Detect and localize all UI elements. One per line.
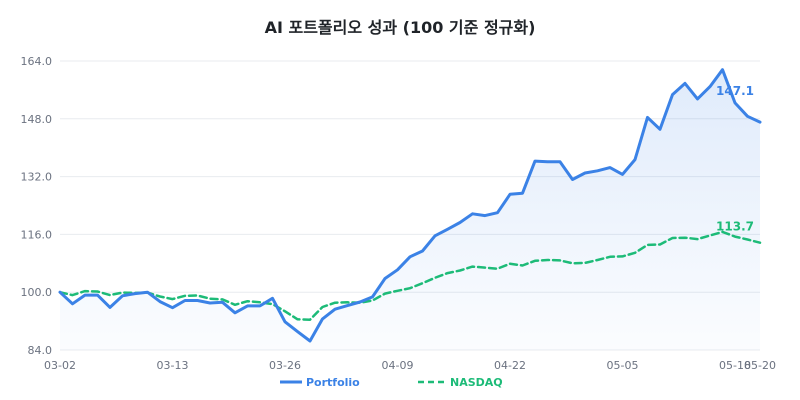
y-axis: 84.0 100.0 116.0 132.0 148.0 164.0 — [21, 55, 53, 357]
y-tick-label: 100.0 — [21, 286, 53, 299]
x-tick-label: 04-22 — [494, 359, 526, 372]
data-label-portfolio-end: 147.1 — [716, 84, 754, 98]
y-tick-label: 164.0 — [21, 55, 53, 68]
portfolio-area-fill — [60, 69, 760, 350]
chart-title: AI 포트폴리오 성과 (100 기준 정규화) — [265, 18, 536, 37]
y-tick-label: 148.0 — [21, 113, 53, 126]
x-tick-label: 03-02 — [44, 359, 76, 372]
legend-label-portfolio: Portfolio — [306, 376, 360, 389]
series-line-portfolio — [58, 68, 762, 343]
y-tick-label: 84.0 — [28, 344, 53, 357]
y-tick-label: 116.0 — [21, 228, 53, 241]
x-tick-label: 03-26 — [269, 359, 301, 372]
x-tick-label: 05-18 — [719, 359, 751, 372]
series-line-nasdaq — [58, 230, 762, 321]
legend-label-nasdaq: NASDAQ — [450, 376, 503, 389]
x-tick-label: 04-09 — [382, 359, 414, 372]
y-tick-label: 132.0 — [21, 171, 53, 184]
legend: Portfolio NASDAQ — [280, 376, 503, 389]
data-label-nasdaq-end: 113.7 — [716, 220, 754, 234]
x-tick-label: 03-13 — [157, 359, 189, 372]
x-tick-label: 05-05 — [607, 359, 639, 372]
x-tick-label: 05-20 — [744, 359, 776, 372]
